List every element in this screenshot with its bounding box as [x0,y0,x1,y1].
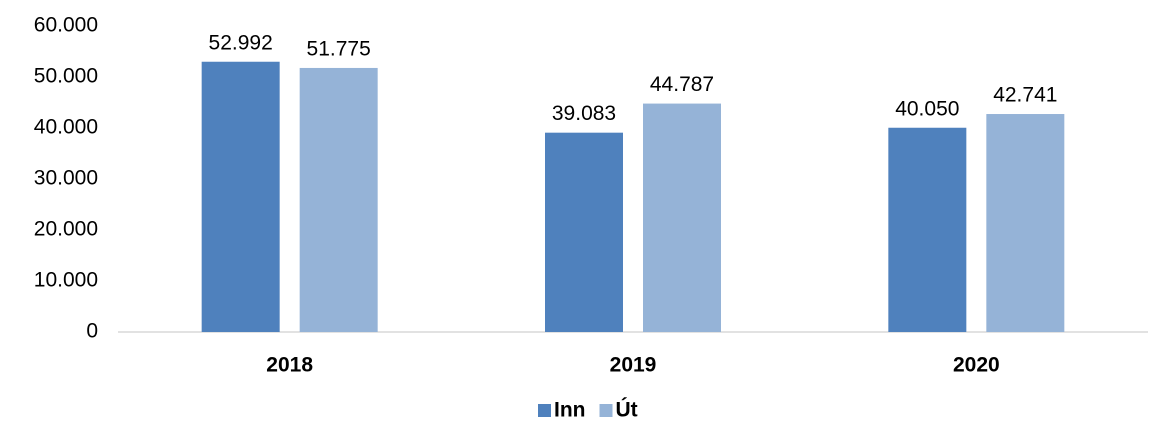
value-label: 39.083 [552,102,616,125]
bar [643,103,721,332]
bar [545,132,623,332]
bar [888,127,967,333]
value-label: 44.787 [650,73,714,96]
bar [986,114,1065,332]
value-label: 51.775 [307,37,371,60]
y-tick-label: 10.000 [34,269,98,292]
y-tick-label: 40.000 [34,116,98,139]
x-tick-label: 2019 [610,354,657,377]
value-label: 52.992 [209,31,273,54]
y-tick-label: 30.000 [34,167,98,190]
legend-swatch [538,404,551,417]
y-tick-label: 60.000 [34,14,98,37]
bar [201,61,280,333]
value-label: 42.741 [993,84,1057,107]
value-label: 40.050 [895,97,959,120]
y-tick-label: 0 [86,320,98,343]
legend-label: Út [616,398,638,422]
legend-swatch [599,404,613,417]
y-tick-label: 50.000 [34,65,98,88]
y-tick-label: 20.000 [34,218,98,241]
bar [299,67,378,332]
legend-label: Inn [554,399,586,422]
x-tick-label: 2018 [266,354,313,377]
x-tick-label: 2020 [953,354,1000,377]
